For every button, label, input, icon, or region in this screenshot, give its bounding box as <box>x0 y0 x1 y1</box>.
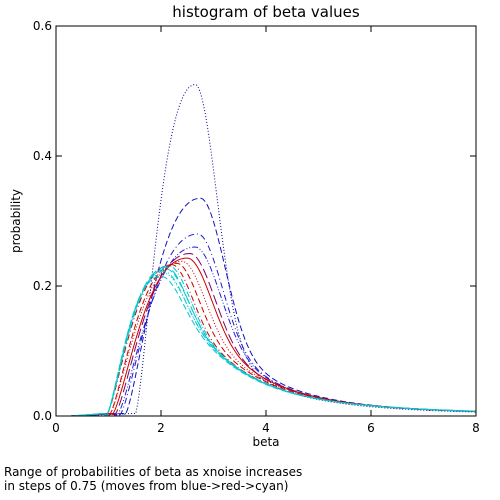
series-line-8 <box>56 262 477 417</box>
chart-title: histogram of beta values <box>172 3 360 21</box>
series-line-5 <box>56 252 477 417</box>
series-line-14 <box>56 272 477 417</box>
x-tick-label: 8 <box>472 421 480 435</box>
annotation-line-1: Range of probabilities of beta as xnoise… <box>4 465 303 479</box>
x-tick-label: 4 <box>262 421 270 435</box>
x-tick-label: 0 <box>52 421 60 435</box>
series-line-7 <box>56 260 476 417</box>
series-line-9 <box>56 263 476 417</box>
plot-frame <box>55 25 477 417</box>
x-axis-label: beta <box>252 435 279 449</box>
y-axis-label: probability <box>9 189 23 253</box>
x-tick-label: 2 <box>157 421 165 435</box>
axes-group: 0 2 4 6 8 0.0 0.2 0.4 0.6 <box>33 19 480 435</box>
y-tick-label: 0.0 <box>33 409 52 423</box>
series-line-6 <box>56 257 476 417</box>
y-tick-label: 0.4 <box>33 149 52 163</box>
y-tick-label: 0.6 <box>33 19 52 33</box>
series-line-13 <box>56 270 477 417</box>
series-line-12 <box>56 268 477 417</box>
x-tick-label: 6 <box>367 421 375 435</box>
series-line-11 <box>56 266 477 417</box>
series-line-15 <box>56 275 477 417</box>
y-tick-label: 0.2 <box>33 279 52 293</box>
series-group <box>56 83 477 417</box>
series-line-10 <box>56 265 477 417</box>
annotation-line-2: in steps of 0.75 (moves from blue->red->… <box>4 479 289 493</box>
series-line-3 <box>56 233 477 417</box>
